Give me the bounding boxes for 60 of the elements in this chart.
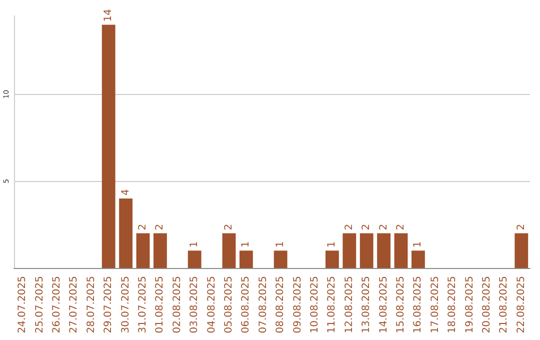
x-tick-label: 19.08.2025	[464, 276, 476, 334]
x-tick-label: 02.08.2025	[172, 276, 183, 334]
x-tick-label: 10.08.2025	[310, 276, 320, 334]
data-label: 1	[326, 241, 338, 248]
data-label: 1	[275, 241, 286, 248]
x-tick-label: 20.08.2025	[482, 276, 492, 334]
x-tick-label: 09.08.2025	[292, 276, 304, 334]
data-label: 2	[154, 224, 166, 230]
x-tick-label: 21.08.2025	[498, 276, 510, 334]
x-tick-label: 30.07.2025	[120, 276, 132, 334]
x-tick-label: 07.08.2025	[258, 276, 269, 334]
data-label: 4	[120, 189, 132, 196]
x-tick-label: 08.08.2025	[275, 276, 286, 334]
bar	[411, 250, 425, 268]
data-label: 1	[240, 241, 252, 248]
data-label: 2	[344, 224, 355, 230]
x-tick-label: 31.07.2025	[138, 276, 148, 334]
x-tick-label: 15.08.2025	[396, 276, 406, 334]
bar	[342, 233, 356, 268]
bar	[136, 233, 150, 268]
x-tick-label: 29.07.2025	[103, 276, 114, 334]
x-tick-label: 24.07.2025	[17, 276, 28, 334]
x-tick-label: 04.08.2025	[206, 276, 218, 334]
x-tick-label: 12.08.2025	[344, 276, 355, 334]
bar	[274, 250, 288, 268]
x-tick-label: 18.08.2025	[447, 276, 458, 334]
bar	[325, 250, 339, 268]
bar	[360, 233, 374, 268]
data-label: 1	[189, 241, 200, 248]
bar	[394, 233, 408, 268]
x-tick-label: 17.08.2025	[430, 276, 441, 334]
bar	[102, 24, 116, 268]
bar	[514, 233, 528, 268]
x-tick-label: 03.08.2025	[189, 276, 200, 334]
bar	[222, 233, 236, 268]
x-tick-label: 26.07.2025	[52, 276, 62, 334]
x-tick-label: 25.07.2025	[34, 276, 46, 334]
data-label: 2	[516, 224, 527, 230]
data-label: 14	[103, 8, 114, 22]
bar	[119, 198, 133, 268]
data-label: 2	[396, 224, 406, 230]
x-tick-label: 05.08.2025	[224, 276, 234, 334]
x-tick-label: 27.07.2025	[68, 276, 80, 334]
data-label: 1	[412, 241, 424, 248]
bar	[153, 233, 167, 268]
x-tick-label: 14.08.2025	[378, 276, 390, 334]
data-label: 2	[378, 224, 390, 230]
x-tick-label: 28.07.2025	[86, 276, 97, 334]
bar	[239, 250, 253, 268]
x-tick-label: 13.08.2025	[361, 276, 372, 334]
x-tick-label: 06.08.2025	[240, 276, 252, 334]
x-tick-label: 01.08.2025	[154, 276, 166, 334]
data-label: 2	[138, 224, 148, 230]
data-label: 2	[361, 224, 372, 230]
x-tick-label: 22.08.2025	[516, 276, 527, 334]
x-tick-label: 11.08.2025	[326, 276, 338, 334]
bar	[377, 233, 391, 268]
bar	[188, 250, 202, 268]
x-tick-label: 16.08.2025	[412, 276, 424, 334]
data-label: 2	[224, 224, 234, 230]
